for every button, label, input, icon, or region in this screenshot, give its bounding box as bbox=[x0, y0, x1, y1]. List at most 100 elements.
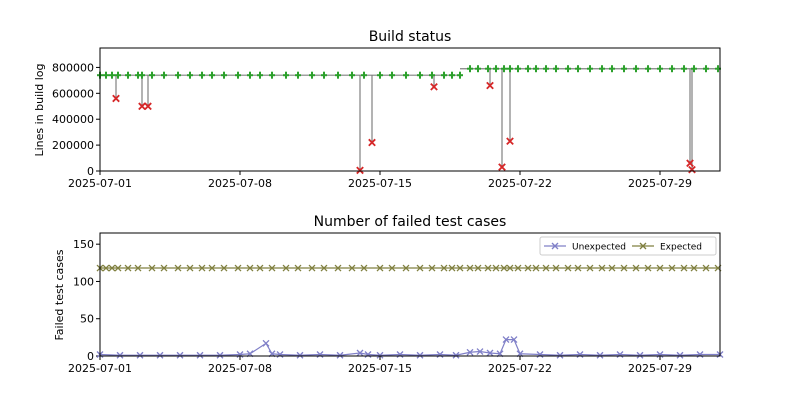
series-point-expected bbox=[702, 264, 710, 272]
series-point-unexpected bbox=[364, 351, 372, 358]
legend-frame bbox=[539, 236, 717, 256]
series-point-expected bbox=[360, 264, 368, 272]
passed-build-marker bbox=[493, 65, 499, 73]
series-point-expected bbox=[448, 264, 456, 272]
y-tick-label: 600000 bbox=[52, 87, 94, 100]
passed-build-marker bbox=[349, 71, 355, 79]
passed-build-marker bbox=[269, 71, 275, 79]
passed-build-marker bbox=[587, 65, 593, 73]
series-point-expected bbox=[598, 264, 606, 272]
passed-build-marker bbox=[115, 71, 121, 79]
series-point-unexpected bbox=[416, 351, 424, 359]
y-tick-label: 800000 bbox=[52, 61, 94, 74]
passed-build-marker bbox=[467, 65, 473, 73]
series-point-expected bbox=[564, 264, 572, 272]
failed-build-marker bbox=[112, 94, 120, 103]
axis-ticks: 2025-07-01 2025-07-08 2025-07-15 2025-07-22… bbox=[52, 61, 692, 190]
passed-build-marker bbox=[417, 71, 423, 79]
series-point-expected bbox=[376, 264, 384, 272]
series-point-expected bbox=[428, 264, 436, 272]
series-point-unexpected bbox=[116, 351, 124, 359]
failed-build-marker bbox=[498, 163, 506, 171]
passed-build-marker bbox=[533, 65, 539, 73]
x-tick-label: 2025-07-22 bbox=[488, 362, 552, 375]
data-marks bbox=[96, 264, 724, 359]
series-point-expected bbox=[524, 264, 532, 272]
series-point-expected bbox=[514, 264, 522, 272]
series-point-unexpected bbox=[316, 351, 324, 358]
series-point-expected bbox=[532, 264, 540, 272]
series-point-expected bbox=[680, 264, 688, 272]
series-point-expected bbox=[294, 264, 302, 272]
passed-build-marker bbox=[403, 71, 409, 79]
y-tick-label: 400000 bbox=[52, 113, 94, 126]
series-point-expected bbox=[656, 264, 664, 272]
passed-build-marker bbox=[449, 71, 455, 79]
series-point-expected bbox=[256, 264, 264, 272]
series-point-expected bbox=[134, 264, 142, 272]
series-point-unexpected bbox=[502, 336, 510, 344]
data-marks bbox=[97, 65, 721, 175]
passed-build-marker bbox=[187, 71, 193, 79]
series-point-expected bbox=[282, 264, 290, 272]
passed-build-marker bbox=[429, 71, 435, 79]
series-point-unexpected bbox=[136, 351, 144, 359]
series-point-unexpected bbox=[636, 351, 644, 359]
x-tick-label: 2025-07-29 bbox=[628, 177, 692, 190]
chart-title: Build status bbox=[369, 29, 452, 45]
legend: Unexpected Expected bbox=[539, 236, 717, 256]
failed-tests-chart: Number of failed test cases Failed test … bbox=[53, 214, 724, 375]
passed-build-marker bbox=[441, 71, 447, 79]
y-tick-label: 0 bbox=[87, 350, 94, 363]
series-point-unexpected bbox=[216, 351, 224, 359]
series-point-expected bbox=[348, 264, 356, 272]
y-tick-label: 100 bbox=[73, 275, 94, 288]
series-point-expected bbox=[644, 264, 652, 272]
x-tick-label: 2025-07-15 bbox=[348, 362, 412, 375]
chart-title: Number of failed test cases bbox=[314, 214, 507, 230]
passed-build-marker bbox=[139, 71, 145, 79]
legend-marker-icon bbox=[639, 242, 647, 250]
passed-build-marker bbox=[283, 71, 289, 79]
passed-build-marker bbox=[681, 65, 687, 73]
passed-build-marker bbox=[175, 71, 181, 79]
series-point-expected bbox=[492, 264, 500, 272]
series-point-expected bbox=[416, 264, 424, 272]
passed-build-marker bbox=[235, 71, 241, 79]
passed-build-marker bbox=[633, 65, 639, 73]
failed-build-marker bbox=[356, 166, 364, 175]
series-point-unexpected bbox=[656, 351, 664, 358]
passed-build-marker bbox=[543, 65, 549, 73]
series-point-expected bbox=[402, 264, 410, 272]
y-tick-label: 150 bbox=[73, 238, 94, 251]
passed-build-marker bbox=[377, 71, 383, 79]
x-tick-label: 2025-07-22 bbox=[488, 177, 552, 190]
series-point-expected bbox=[484, 264, 492, 272]
passed-build-marker bbox=[389, 71, 395, 79]
passed-build-marker bbox=[103, 71, 109, 79]
build-status-chart: Build status Lines in build log 2025-07-… bbox=[33, 29, 721, 190]
series-point-unexpected bbox=[452, 351, 460, 359]
series-point-expected bbox=[102, 264, 110, 272]
y-axis-label: Failed test cases bbox=[53, 249, 66, 340]
series-point-expected bbox=[308, 264, 316, 272]
series-point-expected bbox=[500, 264, 508, 272]
series-point-unexpected bbox=[196, 351, 204, 359]
passed-build-marker bbox=[599, 65, 605, 73]
passed-build-marker bbox=[669, 65, 675, 73]
series-point-unexpected bbox=[262, 339, 270, 347]
passed-build-marker bbox=[161, 71, 167, 79]
passed-build-marker bbox=[199, 71, 205, 79]
series-point-expected bbox=[586, 264, 594, 272]
passed-build-marker bbox=[645, 65, 651, 73]
passed-build-marker bbox=[575, 65, 581, 73]
series-point-expected bbox=[160, 264, 168, 272]
series-point-unexpected bbox=[596, 351, 604, 359]
plot-frame bbox=[99, 47, 721, 172]
x-tick-label: 2025-07-01 bbox=[68, 177, 132, 190]
series-point-unexpected bbox=[436, 351, 444, 358]
passed-build-marker bbox=[247, 71, 253, 79]
passed-build-marker bbox=[321, 71, 327, 79]
series-point-expected bbox=[320, 264, 328, 272]
passed-build-marker bbox=[309, 71, 315, 79]
